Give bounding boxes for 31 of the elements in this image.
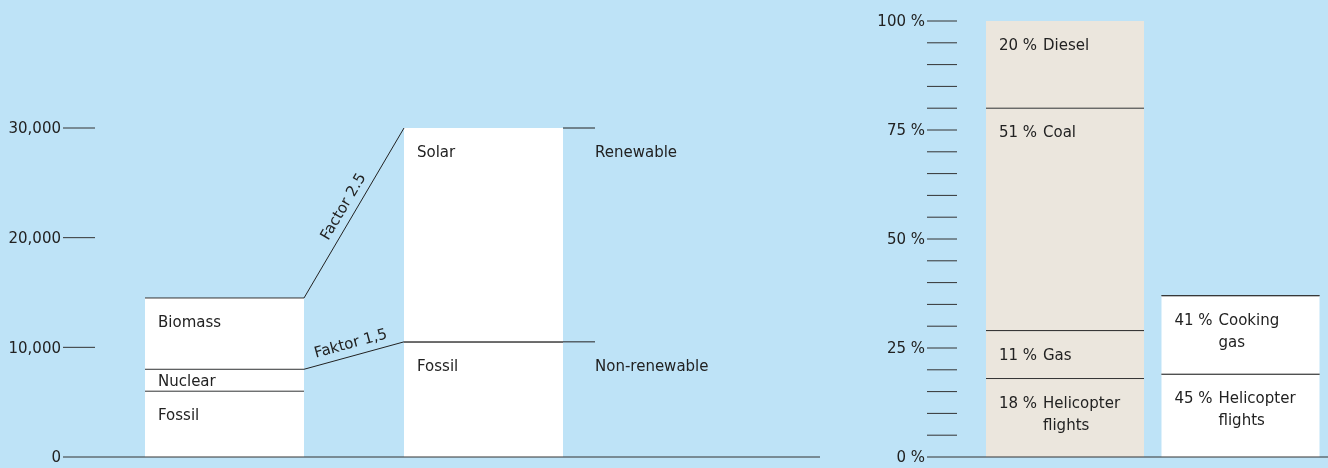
- y-tick-label: 0: [51, 448, 61, 467]
- y-tick-label: 75 %: [886, 121, 925, 140]
- data-label: 18 %: [999, 393, 1038, 412]
- series-label: Nuclear: [158, 372, 217, 391]
- series-label: Solar: [417, 143, 457, 161]
- series-label: Fossil: [158, 406, 200, 425]
- series-label: Cooking gas: [1218, 310, 1280, 351]
- series-label: Helicopter flights: [1043, 393, 1121, 434]
- y-tick-label: 30,000: [8, 119, 61, 138]
- y-tick-label: 0 %: [896, 448, 925, 467]
- annotation: 41 %: [1174, 310, 1213, 329]
- annotation: Non-renewable: [595, 356, 709, 375]
- data-label: 20 %: [999, 36, 1038, 54]
- bar: [404, 341, 563, 457]
- y-tick-label: 10,000: [8, 338, 61, 357]
- data-label: 51 %: [999, 123, 1038, 142]
- text: Fossil: [417, 356, 459, 375]
- text: Helicopter flights: [1218, 389, 1296, 430]
- series-label: Coal: [1043, 123, 1077, 142]
- y-tick-label: 20,000: [8, 228, 61, 247]
- annotation: Renewable: [595, 143, 678, 161]
- y-tick-label: 100 %: [877, 12, 925, 31]
- bar: [404, 128, 563, 342]
- y-tick-label: 50 %: [886, 230, 925, 249]
- annotation: Faktor 1,5: [312, 324, 390, 362]
- annotation: 45 %: [1174, 389, 1213, 408]
- data-label: 11 %: [999, 345, 1038, 364]
- y-tick-label: 25 %: [886, 339, 925, 358]
- series-label: Diesel: [1043, 36, 1090, 54]
- series-label: Gas: [1043, 345, 1072, 364]
- series-label: Biomass: [158, 312, 222, 331]
